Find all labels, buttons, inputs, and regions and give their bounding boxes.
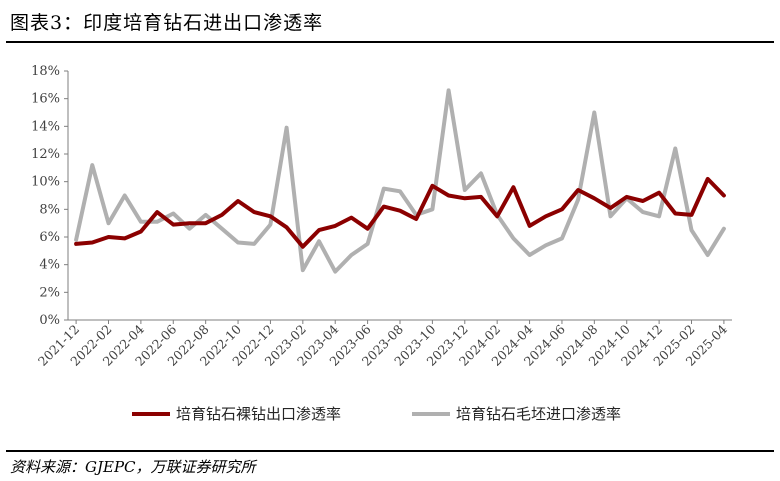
y-axis-ticks: 0% 2% 4% 6% 8% 10% 12% 14% 16% 18% — [31, 64, 68, 328]
y-tick-label: 12% — [31, 147, 60, 162]
y-tick-label: 8% — [39, 202, 60, 217]
series-lines — [74, 88, 726, 274]
legend-label-1: 培育钻石裸钻出口渗透率 — [176, 405, 341, 423]
bottom-rule — [6, 450, 774, 452]
y-tick-label: 10% — [31, 175, 60, 190]
legend-label-2: 培育钻石毛坯进口渗透率 — [456, 405, 621, 423]
y-tick-label: 6% — [39, 230, 60, 245]
y-tick-label: 2% — [39, 285, 60, 300]
source-note: 资料来源：GJEPC，万联证券研究所 — [10, 458, 256, 476]
line-chart: 0% 2% 4% 6% 8% 10% 12% 14% 16% 18% 2021-122022-02… — [31, 64, 732, 423]
title-bar: 图表3：印度培育钻石进出口渗透率 — [0, 0, 780, 40]
y-tick-label: 4% — [39, 258, 60, 273]
axes — [67, 71, 732, 321]
y-tick-label: 18% — [31, 64, 60, 79]
y-tick-label: 14% — [31, 119, 60, 134]
chart-title: 图表3：印度培育钻石进出口渗透率 — [10, 12, 324, 34]
y-tick-label: 16% — [31, 92, 60, 107]
series-line-2 — [74, 88, 726, 274]
top-rule — [6, 41, 774, 43]
series-line-1 — [74, 176, 726, 249]
y-tick-label: 0% — [39, 313, 60, 328]
legend: 培育钻石裸钻出口渗透率 培育钻石毛坯进口渗透率 — [132, 405, 621, 423]
x-axis-ticks: 2021-122022-022022-042022-062022-082022-… — [35, 320, 730, 369]
